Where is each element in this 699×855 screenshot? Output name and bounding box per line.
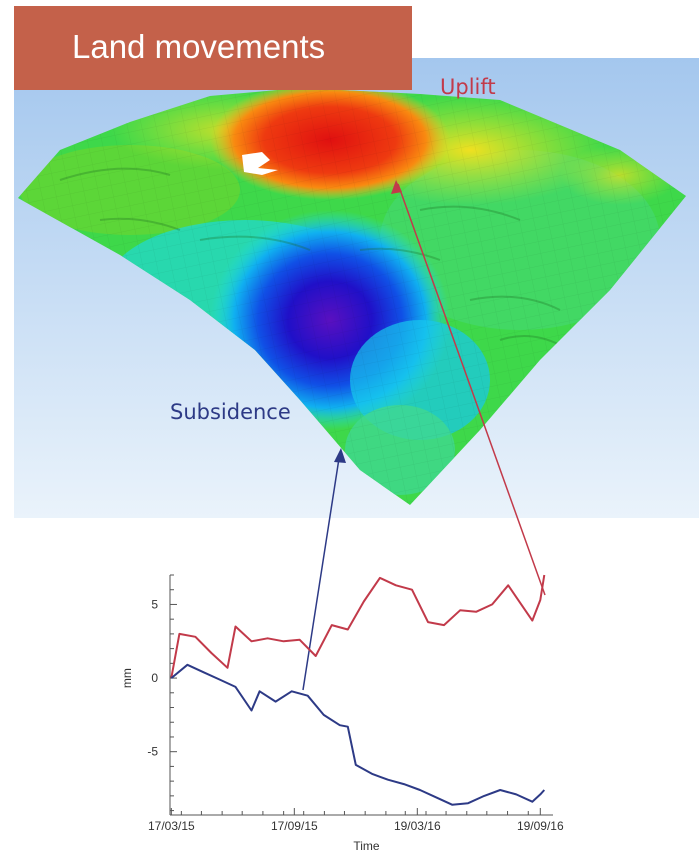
uplift-pointer	[391, 180, 546, 596]
y-axis-label: mm	[120, 668, 134, 688]
y-tick-label: -5	[147, 745, 158, 759]
x-tick-label: 19/09/16	[517, 819, 564, 833]
x-tick-label: 19/03/16	[394, 819, 441, 833]
subsidence-label: Subsidence	[170, 400, 291, 424]
y-tick-label: 0	[151, 671, 158, 685]
page-title: Land movements	[72, 28, 326, 65]
displacement-chart: 5 0 -5 17/03/15 17/09/15 19/03/16 19/09/16 Time…	[120, 574, 564, 853]
uplift-label: Uplift	[440, 75, 496, 99]
y-tick-label: 5	[151, 597, 158, 611]
uplift-series-line	[170, 574, 546, 679]
x-tick-label: 17/03/15	[148, 819, 195, 833]
title-banner: Land movements	[14, 6, 412, 90]
x-tick-label: 17/09/15	[271, 819, 318, 833]
subsidence-series-line	[170, 663, 546, 806]
x-axis-label: Time	[353, 839, 380, 853]
